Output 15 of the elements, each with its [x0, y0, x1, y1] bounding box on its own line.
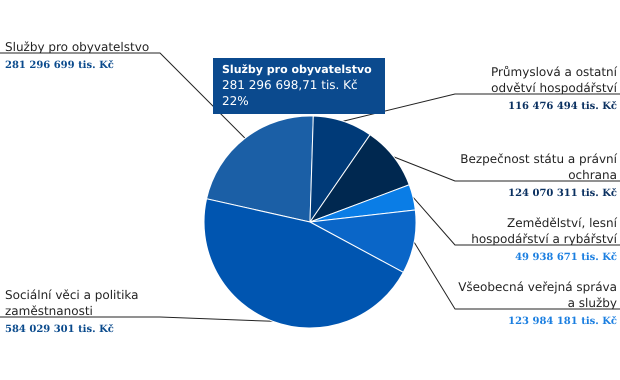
text: Služby pro obyvatelstvo — [222, 63, 372, 76]
slice-label: Všeobecná veřejná správa a služby — [458, 280, 617, 310]
data-label: 123 984 181 tis. Kč — [508, 316, 617, 327]
data-label: 116 476 494 tis. Kč — [508, 101, 617, 112]
data-label: 281 296 699 tis. Kč — [5, 60, 114, 71]
data-label: 124 070 311 tis. Kč — [508, 188, 617, 199]
slice-label: Služby pro obyvatelstvo — [5, 40, 150, 54]
text: 22% — [222, 94, 249, 108]
data-label: 49 938 671 tis. Kč — [515, 252, 617, 263]
slice-label: Sociální věci a politika zaměstnanosti — [5, 288, 138, 318]
text: 281 296 698,71 tis. Kč — [222, 78, 358, 92]
slice-label: Průmyslová a ostatní odvětví hospodářství — [490, 65, 618, 95]
slice-label: Bezpečnost státu a právní ochrana — [460, 152, 618, 182]
data-label: 584 029 301 tis. Kč — [5, 324, 114, 335]
slice-label: Zemědělství, lesní hospodářství a rybářství — [471, 216, 618, 246]
